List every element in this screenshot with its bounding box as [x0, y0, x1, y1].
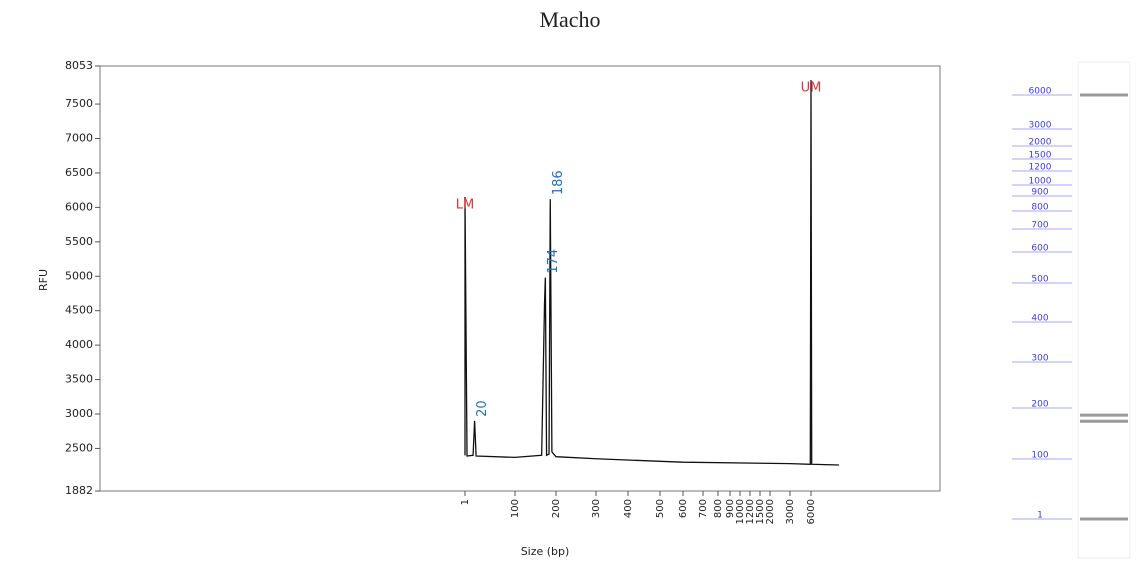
peak-label: UM [801, 80, 822, 95]
ladder-label: 2000 [1029, 138, 1052, 148]
ladder-label: 700 [1031, 221, 1048, 231]
y-tick-label: 8053 [65, 59, 93, 72]
ladder-label: 800 [1031, 203, 1048, 213]
peak-label: 174 [546, 249, 561, 274]
y-tick-label: 1882 [65, 484, 93, 497]
ladder-label: 1 [1037, 511, 1043, 521]
page: Macho RFU Size (bp) 1882 2500 3000 3500 4000… [0, 0, 1140, 563]
ladder-label: 600 [1031, 244, 1048, 254]
trace [465, 80, 839, 465]
ladder-label: 200 [1031, 400, 1048, 410]
x-axis-label: Size (bp) [521, 545, 570, 558]
ladder-label: 300 [1031, 354, 1048, 364]
ladder-label: 1500 [1029, 151, 1052, 161]
y-tick-label: 5000 [65, 269, 93, 282]
x-tick-label: 1 [460, 499, 471, 505]
chart: Macho RFU Size (bp) 1882 2500 3000 3500 4000… [0, 0, 1140, 563]
y-tick-label: 7000 [65, 132, 93, 145]
gel-band [1080, 414, 1128, 417]
x-tick-label: 400 [623, 499, 634, 518]
y-tick-label: 7500 [65, 97, 93, 110]
peak-label: 186 [551, 170, 566, 195]
x-tick-label: 700 [698, 499, 709, 518]
ladder-label: 500 [1031, 275, 1048, 285]
x-tick-label: 600 [678, 499, 689, 518]
peak-label: 20 [475, 400, 490, 417]
y-tick-label: 3500 [65, 373, 93, 386]
plot-frame [100, 66, 940, 491]
gel-band [1080, 518, 1128, 521]
y-tick-label: 5500 [65, 235, 93, 248]
y-tick-label: 3000 [65, 407, 93, 420]
x-tick-label: 200 [551, 499, 562, 518]
x-tick-label: 100 [510, 499, 521, 518]
gel-band [1080, 94, 1128, 97]
ladder-label: 3000 [1029, 121, 1052, 131]
x-tick-label: 500 [655, 499, 666, 518]
y-axis-label: RFU [37, 269, 50, 291]
x-tick-label: 6000 [806, 499, 817, 524]
y-tick-label: 6500 [65, 166, 93, 179]
y-tick-label: 6000 [65, 200, 93, 213]
ladder-label: 1200 [1029, 163, 1052, 173]
gel-lane [1078, 62, 1130, 558]
y-tick-label: 4000 [65, 338, 93, 351]
ladder-label: 400 [1031, 314, 1048, 324]
ladder-label: 900 [1031, 188, 1048, 198]
ladder-label: 100 [1031, 451, 1048, 461]
x-tick-label: 2000 [765, 499, 776, 524]
peak-label: LM [456, 198, 474, 213]
y-tick-label: 2500 [65, 441, 93, 454]
x-tick-label: 800 [713, 499, 724, 518]
gel-band [1080, 420, 1128, 423]
x-tick-label: 3000 [785, 499, 796, 524]
y-tick-label: 4500 [65, 304, 93, 317]
ladder-label: 6000 [1029, 87, 1052, 97]
chart-title: Macho [539, 7, 600, 32]
ladder-label: 1000 [1029, 177, 1052, 187]
x-tick-label: 300 [591, 499, 602, 518]
